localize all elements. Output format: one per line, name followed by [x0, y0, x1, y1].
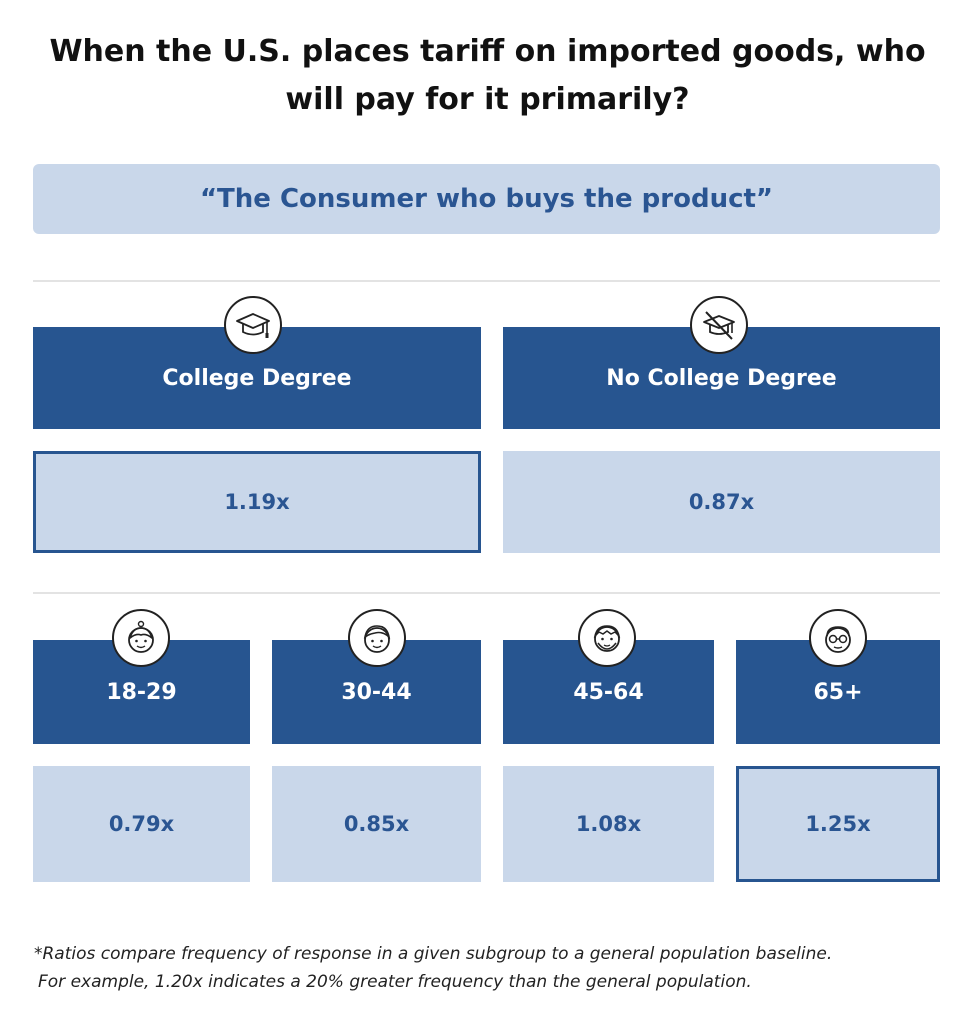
footnote-line-1: *Ratios compare frequency of response in…: [34, 944, 833, 964]
answer-banner: “The Consumer who buys the product”: [33, 164, 940, 234]
age-18-29-value: 0.79x: [33, 766, 250, 882]
no-college-degree-value: 0.87x: [503, 451, 940, 553]
middle-aged-face-icon: [578, 609, 636, 667]
age-30-44-value: 0.85x: [272, 766, 481, 882]
graduation-cap-icon: [224, 296, 282, 354]
title-line-2: will pay for it primarily?: [285, 82, 690, 117]
elderly-face-icon: [809, 609, 867, 667]
title-line-1: When the U.S. places tariff on imported …: [49, 34, 926, 69]
page-title: When the U.S. places tariff on imported …: [0, 28, 975, 124]
age-45-64-value: 1.08x: [503, 766, 714, 882]
college-degree-value: 1.19x: [33, 451, 481, 553]
age-18-29-header: 18-29: [33, 640, 250, 744]
no-graduation-cap-icon: [690, 296, 748, 354]
divider-middle: [33, 592, 940, 594]
young-person-face-icon: [112, 609, 170, 667]
footnote: *Ratios compare frequency of response in…: [34, 940, 954, 996]
adult-face-icon: [348, 609, 406, 667]
age-65-plus-value: 1.25x: [736, 766, 940, 882]
age-45-64-header: 45-64: [503, 640, 714, 744]
divider-top: [33, 280, 940, 282]
footnote-line-2: For example, 1.20x indicates a 20% great…: [38, 972, 752, 992]
